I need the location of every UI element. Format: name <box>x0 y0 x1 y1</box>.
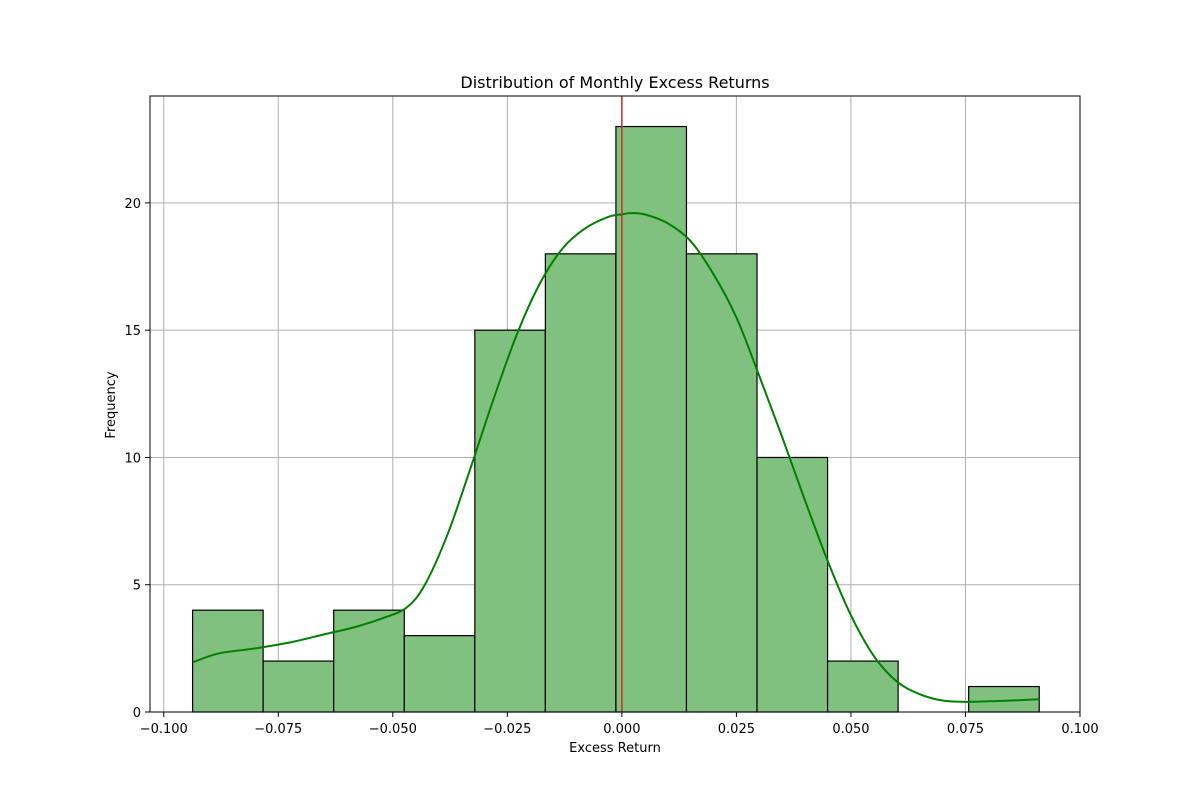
histogram-bar <box>262 660 335 713</box>
x-tick-label: 0.075 <box>947 722 984 737</box>
histogram-bar <box>403 635 476 713</box>
y-axis-label: Frequency <box>104 371 119 438</box>
x-tick-label: 0.050 <box>832 722 869 737</box>
kde-curve <box>192 212 1040 703</box>
chart-title: Distribution of Monthly Excess Returns <box>460 73 769 92</box>
x-axis-label: Excess Return <box>569 741 661 756</box>
histogram-bar <box>333 609 405 713</box>
histogram-bar <box>544 253 617 713</box>
histogram-bar <box>615 125 688 713</box>
histogram-bars <box>192 125 1040 713</box>
histogram-bar <box>826 660 899 713</box>
y-tick-label: 10 <box>124 451 141 466</box>
x-tick-label: 0.000 <box>603 722 640 737</box>
histogram-bar <box>192 609 264 713</box>
histogram-bar <box>474 329 546 713</box>
histogram-bar <box>756 456 829 713</box>
x-tick-label: 0.100 <box>1061 722 1098 737</box>
x-tick-label: −0.050 <box>369 722 417 737</box>
x-tick-label: −0.100 <box>140 722 188 737</box>
y-tick-label: 5 <box>133 579 141 594</box>
kde-curve-group <box>192 212 1040 703</box>
y-axis-ticks: 0 5 10 15 20 <box>124 197 150 721</box>
y-tick-label: 20 <box>124 197 141 212</box>
plot-frame <box>149 95 1081 713</box>
x-tick-label: −0.025 <box>483 722 531 737</box>
x-tick-label: −0.075 <box>254 722 302 737</box>
histogram-bar <box>685 253 758 713</box>
y-tick-label: 0 <box>133 706 141 721</box>
y-tick-label: 15 <box>124 324 141 339</box>
x-tick-label: 0.025 <box>718 722 755 737</box>
x-axis-ticks: −0.100 −0.075 −0.050 −0.025 0.000 0.025 0.050 0… <box>140 712 1099 737</box>
